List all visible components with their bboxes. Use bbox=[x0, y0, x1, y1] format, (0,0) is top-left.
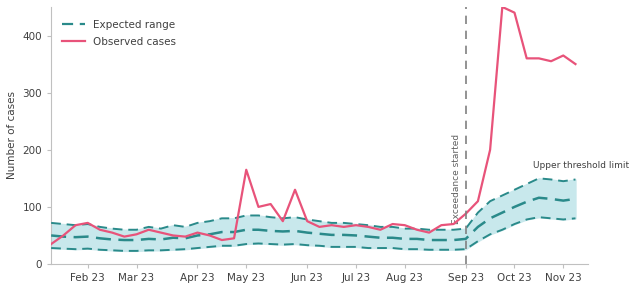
Legend: Expected range, Observed cases: Expected range, Observed cases bbox=[61, 20, 176, 47]
Text: Upper threshold limit: Upper threshold limit bbox=[532, 161, 629, 170]
Y-axis label: Number of cases: Number of cases bbox=[7, 91, 17, 180]
Text: Exceedance started: Exceedance started bbox=[452, 134, 461, 224]
